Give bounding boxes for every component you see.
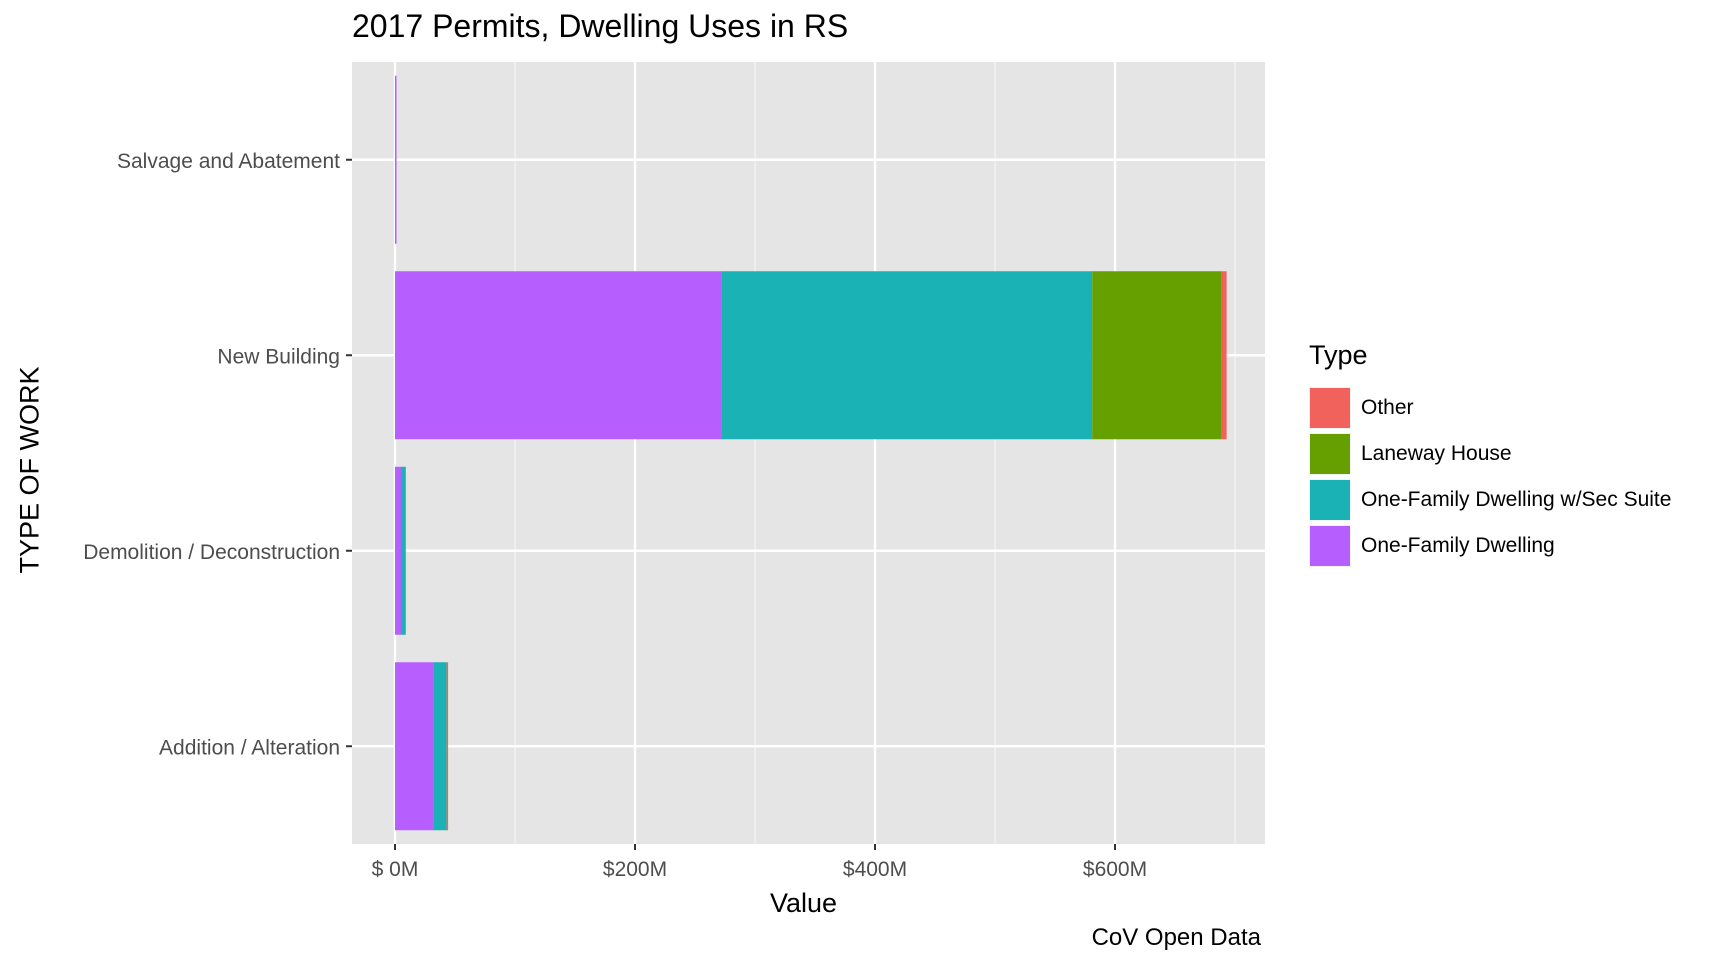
chart-title: 2017 Permits, Dwelling Uses in RS: [352, 8, 849, 44]
y-axis-title: TYPE OF WORK: [14, 366, 45, 574]
legend-item: Other: [1309, 385, 1671, 431]
legend-label: One-Family Dwelling w/Sec Suite: [1361, 488, 1672, 511]
legend-key: [1309, 387, 1351, 429]
legend-title: Type: [1309, 340, 1368, 370]
x-tick-label: $ 0M: [372, 858, 419, 881]
legend-swatch: [1310, 388, 1350, 428]
legend-key: [1309, 525, 1351, 567]
bar-segment: [721, 271, 1093, 440]
legend-key: [1309, 479, 1351, 521]
legend-label: One-Family Dwelling: [1361, 534, 1555, 557]
legend-item: One-Family Dwelling: [1309, 523, 1671, 569]
y-tick-label: New Building: [217, 345, 340, 368]
x-tick-label: $200M: [603, 858, 667, 881]
legend-swatch: [1310, 480, 1350, 520]
bar-segment: [433, 662, 447, 831]
y-tick-label: Addition / Alteration: [159, 736, 340, 759]
plot-panel: [352, 62, 1265, 844]
legend-key: [1309, 433, 1351, 475]
legend-items: Other Laneway House One-Family Dwelling w/…: [1309, 385, 1671, 569]
bar-segment: [395, 466, 401, 635]
legend-label: Laneway House: [1361, 442, 1512, 465]
legend-item: Laneway House: [1309, 431, 1671, 477]
bar-segment: [395, 271, 722, 440]
bar-segment: [1221, 271, 1227, 440]
bar-segment: [1092, 271, 1222, 440]
caption: CoV Open Data: [1091, 924, 1261, 951]
x-tick-label: $400M: [843, 858, 907, 881]
x-tick-label: $600M: [1083, 858, 1147, 881]
bar-segment: [395, 75, 397, 244]
y-tick-label: Demolition / Deconstruction: [83, 541, 340, 564]
bar-segment: [401, 466, 406, 635]
legend-item: One-Family Dwelling w/Sec Suite: [1309, 477, 1671, 523]
legend-label: Other: [1361, 396, 1414, 419]
bar-segment: [446, 662, 449, 831]
x-axis-title-text: Value: [770, 888, 838, 918]
legend-swatch: [1310, 434, 1350, 474]
y-tick-label: Salvage and Abatement: [117, 150, 340, 173]
bar-segment: [395, 662, 434, 831]
legend: Type Other Laneway House One-Family Dwelli…: [1309, 340, 1671, 569]
legend-swatch: [1310, 526, 1350, 566]
